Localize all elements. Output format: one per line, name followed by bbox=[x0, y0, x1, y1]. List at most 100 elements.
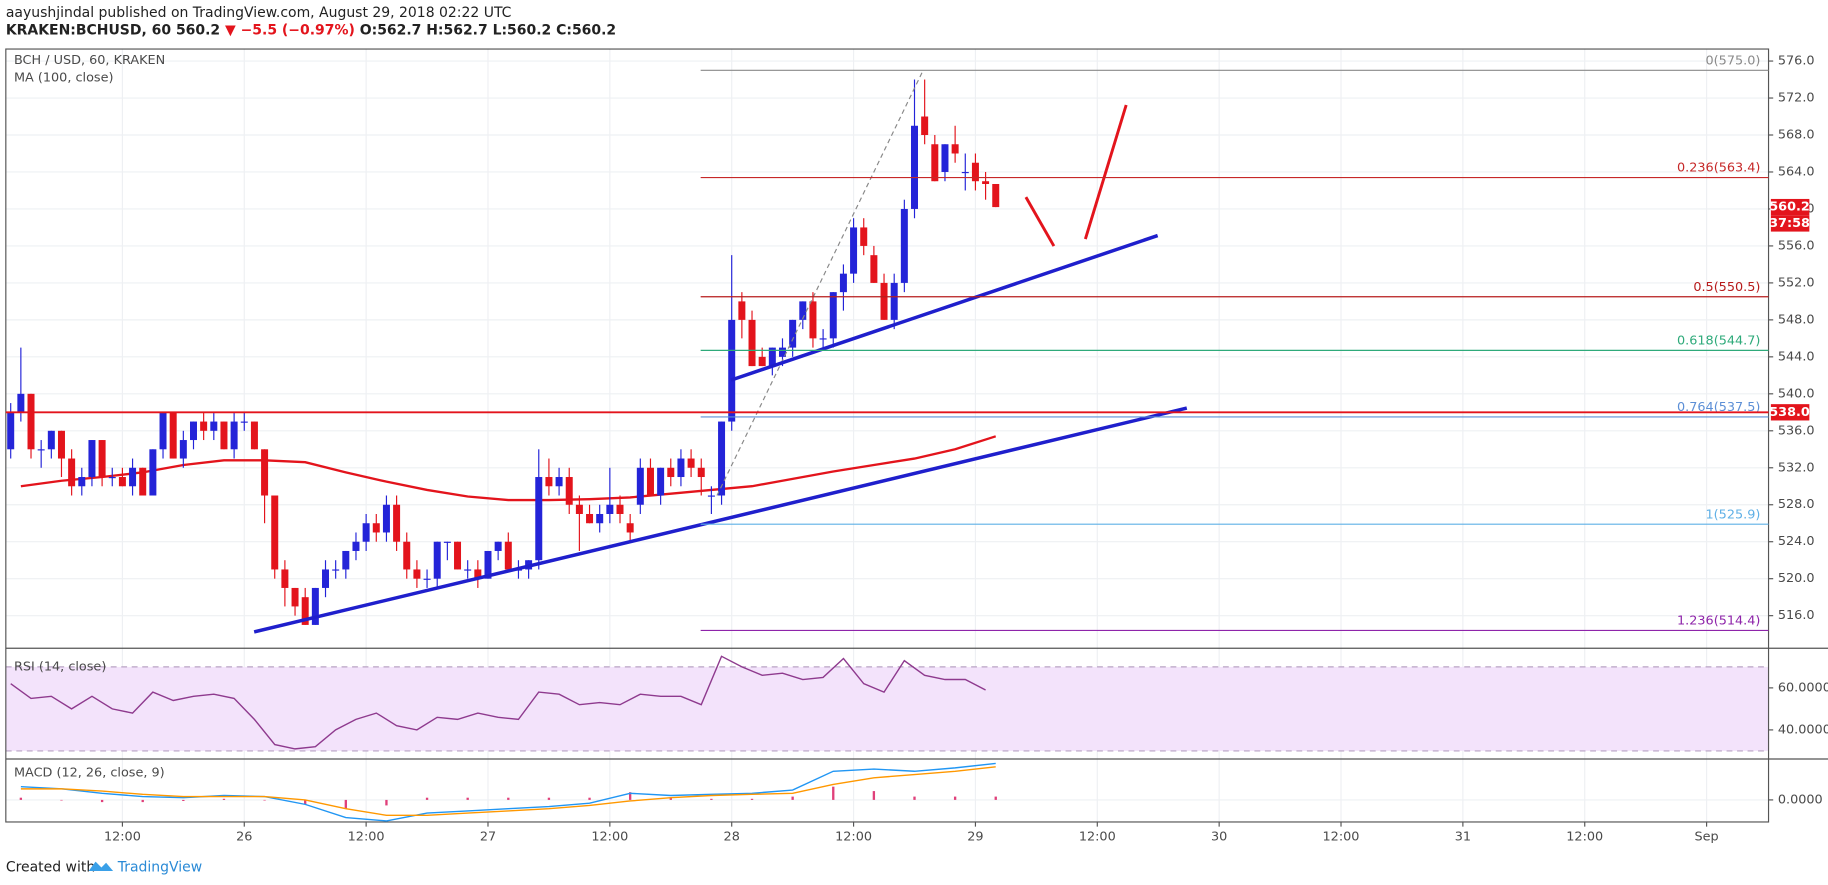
frame-border bbox=[5, 48, 1770, 823]
logo bbox=[88, 861, 114, 871]
candle-body bbox=[504, 541, 512, 570]
candle-body bbox=[98, 440, 106, 478]
candle-body bbox=[47, 430, 55, 450]
candle-body bbox=[261, 449, 269, 496]
candle-body bbox=[454, 541, 462, 570]
candle-body bbox=[575, 504, 583, 514]
candle-body bbox=[941, 144, 949, 172]
macd-hist-bar bbox=[507, 797, 510, 800]
macd-hist-bar bbox=[222, 798, 226, 800]
candle-body bbox=[271, 495, 279, 570]
x-tick-label: 29 bbox=[967, 830, 983, 845]
macd-hist-bar bbox=[710, 798, 713, 800]
macd-hist-bar bbox=[344, 799, 347, 809]
candle-body bbox=[921, 116, 929, 136]
y-tick-label: 0.0000 bbox=[1778, 792, 1823, 807]
candle-body bbox=[37, 449, 45, 451]
trend-line bbox=[253, 406, 1188, 634]
macd-hist-bar bbox=[182, 799, 185, 802]
candle-body bbox=[250, 421, 258, 450]
candle-body bbox=[982, 181, 990, 184]
macd-hist-bar bbox=[60, 799, 63, 801]
x-tick-label: 30 bbox=[1211, 830, 1227, 845]
x-tick-label: 31 bbox=[1455, 830, 1471, 845]
y-tick-label: 576.0 bbox=[1778, 54, 1815, 69]
countdown-label: 37:58 bbox=[1769, 216, 1810, 231]
candle-body bbox=[362, 523, 370, 542]
macd-hist-bar bbox=[385, 799, 388, 806]
candle-body bbox=[413, 569, 421, 579]
candle-body bbox=[220, 421, 228, 450]
candle-body bbox=[748, 319, 756, 367]
y-tick-label: 532.0 bbox=[1778, 460, 1815, 475]
candle-body bbox=[189, 421, 197, 441]
candle-body bbox=[992, 183, 1000, 208]
macd-hist-bar bbox=[547, 797, 551, 800]
y-tick-label: 544.0 bbox=[1778, 349, 1815, 364]
candle-body bbox=[281, 569, 289, 588]
macd-hist-bar bbox=[913, 796, 916, 800]
x-tick-label: 28 bbox=[724, 830, 740, 845]
candle-body bbox=[372, 523, 380, 533]
fib-trend-line bbox=[716, 72, 923, 496]
y-tick-label: 60.0000 bbox=[1778, 680, 1828, 695]
ohlc: O:562.7 H:562.7 L:560.2 C:560.2 bbox=[360, 22, 616, 38]
macd-hist-bar bbox=[953, 796, 957, 800]
candle-body bbox=[728, 319, 736, 422]
candle-body bbox=[68, 458, 76, 487]
x-tick-label: 12:00 bbox=[1079, 830, 1116, 845]
arrow-down bbox=[1024, 196, 1056, 247]
y-tick-label: 552.0 bbox=[1778, 275, 1815, 290]
candle-body bbox=[200, 421, 208, 431]
x-tick-label: 12:00 bbox=[348, 830, 385, 845]
candle-body bbox=[555, 477, 563, 487]
candle-body bbox=[768, 347, 776, 367]
candle-body bbox=[565, 477, 573, 505]
frame bbox=[5, 48, 1828, 823]
candle-body bbox=[596, 513, 604, 524]
candle-body bbox=[210, 421, 218, 431]
resistance-label: 538.0 bbox=[1769, 405, 1810, 420]
y-tick-label: 556.0 bbox=[1778, 238, 1815, 253]
x-tick-label: 27 bbox=[480, 830, 496, 845]
candle-body bbox=[911, 125, 919, 209]
macd-hist-bar bbox=[994, 796, 997, 800]
main-legend: BCH / USD, 60, KRAKEN bbox=[14, 53, 165, 68]
macd-hist-bar bbox=[263, 799, 266, 801]
x-tick-label: 26 bbox=[236, 830, 252, 845]
resistance-box bbox=[1770, 404, 1810, 421]
candle-body bbox=[626, 523, 634, 533]
candle-body bbox=[778, 347, 786, 357]
x-tick-label: 12:00 bbox=[835, 830, 872, 845]
last-price-box bbox=[1770, 198, 1810, 216]
candle-body bbox=[474, 569, 482, 579]
y-tick-label: 520.0 bbox=[1778, 571, 1815, 586]
candle-body bbox=[27, 393, 35, 450]
candle-body bbox=[829, 292, 837, 339]
candle-body bbox=[586, 513, 594, 524]
candle-body bbox=[159, 412, 167, 450]
candle-body bbox=[118, 477, 126, 487]
candle-body bbox=[707, 495, 715, 497]
candle-body bbox=[677, 458, 685, 478]
fib-label: 1(525.9) bbox=[1706, 507, 1761, 522]
candle-body bbox=[697, 467, 705, 478]
change: ▼ −5.5 (−0.97%) bbox=[225, 22, 355, 38]
candle-body bbox=[870, 255, 878, 283]
macd-hist-bar bbox=[791, 796, 794, 800]
candle-body bbox=[819, 338, 827, 340]
candle-body bbox=[535, 477, 543, 561]
candle-body bbox=[971, 162, 979, 182]
candle-body bbox=[657, 467, 665, 496]
candle-body bbox=[738, 301, 746, 320]
footer-created: Created with bbox=[6, 859, 95, 875]
macd-hist-bar bbox=[19, 797, 23, 800]
macd-hist-bar bbox=[141, 799, 144, 803]
candle-body bbox=[301, 597, 309, 625]
macd-hist-bar bbox=[466, 797, 469, 800]
candle-body bbox=[667, 467, 675, 478]
footer-brand[interactable]: TradingView bbox=[117, 859, 202, 875]
candle-body bbox=[494, 541, 502, 551]
byline: aayushjindal published on TradingView.co… bbox=[6, 5, 512, 21]
